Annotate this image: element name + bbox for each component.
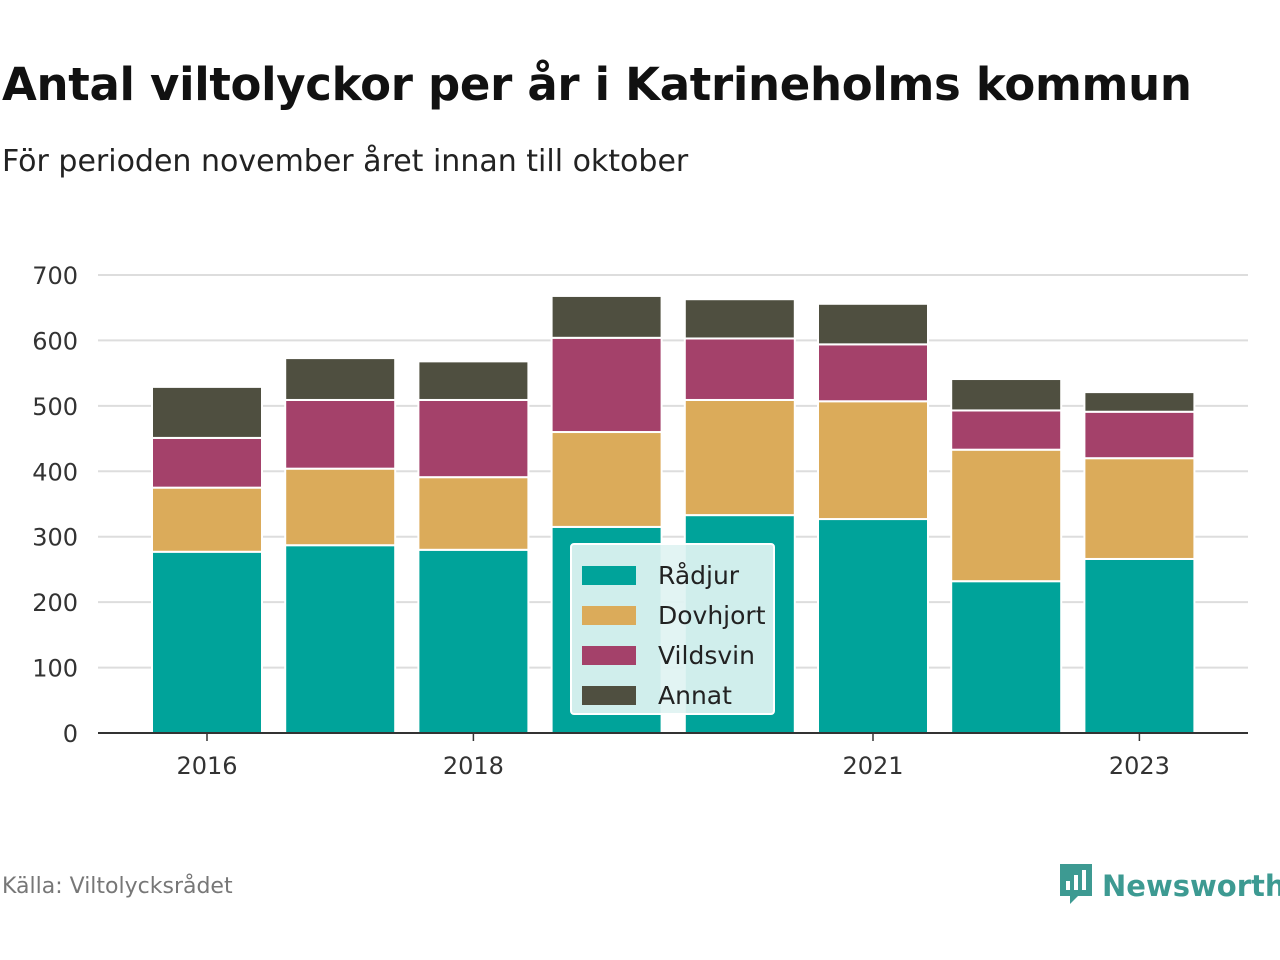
bar-rådjur [817, 518, 929, 735]
bar-vildsvin [417, 398, 530, 479]
y-tick-label: 0 [63, 720, 78, 748]
y-tick-label: 100 [32, 655, 78, 683]
bar-rådjur [284, 544, 397, 734]
bar-dovhjort [683, 398, 796, 517]
bar-annat [683, 298, 796, 340]
legend-label: Dovhjort [658, 600, 766, 630]
x-tick-label: 2023 [1109, 752, 1170, 780]
y-tick-label: 700 [32, 262, 78, 290]
legend-label: Annat [658, 680, 732, 710]
legend-label: Rådjur [658, 560, 740, 590]
x-tick-label: 2018 [443, 752, 504, 780]
legend-swatch [582, 645, 636, 665]
bar-rådjur [151, 550, 263, 735]
legend-item: Vildsvin [572, 635, 773, 675]
bar-dovhjort [550, 431, 663, 528]
bar-annat [1083, 391, 1196, 413]
bar-vildsvin [1083, 410, 1196, 460]
x-tick-label: 2016 [176, 752, 237, 780]
bar-annat [151, 385, 263, 439]
brand-name: Newsworthy [1102, 869, 1280, 903]
bar-vildsvin [284, 398, 397, 470]
bar-vildsvin [683, 337, 796, 401]
bar-rådjur [1083, 557, 1196, 735]
bar-vildsvin [950, 409, 1063, 451]
bar-dovhjort [950, 448, 1063, 583]
legend-label: Vildsvin [658, 640, 755, 670]
bar-vildsvin [817, 343, 929, 403]
legend-swatch [582, 685, 636, 705]
legend-swatch [582, 605, 636, 625]
bar-dovhjort [1083, 457, 1196, 560]
bar-annat [284, 357, 397, 401]
chart-subtitle: För perioden november året innan till ok… [2, 144, 689, 179]
legend-item: Dovhjort [572, 595, 773, 635]
source-note: Källa: Viltolycksrådet [2, 874, 233, 899]
bar-vildsvin [550, 336, 663, 434]
y-tick-label: 600 [32, 327, 78, 355]
bar-rådjur [417, 548, 530, 734]
legend-item: Annat [572, 675, 773, 715]
newsworthy-logo-icon [1058, 862, 1094, 910]
bar-annat [817, 302, 929, 346]
bar-vildsvin [151, 436, 263, 489]
bar-annat [550, 294, 663, 339]
bar-dovhjort [151, 486, 263, 553]
bar-annat [417, 360, 530, 401]
bar-rådjur [950, 580, 1063, 734]
x-tick-label: 2021 [842, 752, 903, 780]
bar-dovhjort [417, 476, 530, 551]
bar-dovhjort [284, 467, 397, 547]
brand-logo[interactable]: Newsworthy [1058, 862, 1280, 910]
chart-title: Antal viltolyckor per år i Katrineholms … [2, 58, 1192, 111]
y-tick-label: 400 [32, 458, 78, 486]
y-tick-label: 500 [32, 393, 78, 421]
bar-dovhjort [817, 400, 929, 521]
y-tick-label: 200 [32, 589, 78, 617]
bar-annat [950, 378, 1063, 412]
legend-item: Rådjur [572, 555, 773, 595]
chart-legend: Rådjur Dovhjort Vildsvin Annat [570, 543, 775, 715]
y-tick-label: 300 [32, 524, 78, 552]
legend-swatch [582, 565, 636, 585]
